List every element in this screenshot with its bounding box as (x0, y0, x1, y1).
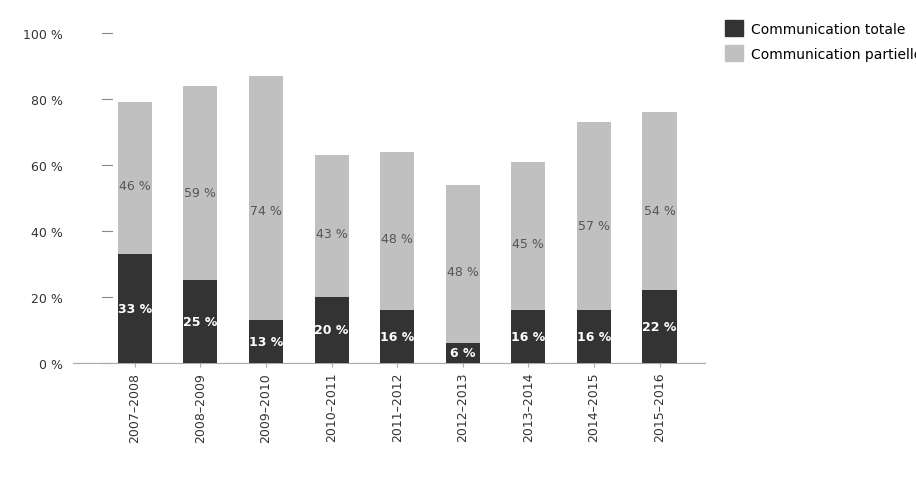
Text: 43 %: 43 % (316, 227, 347, 240)
Bar (314, 297, 349, 363)
Bar (380, 152, 414, 310)
Bar (183, 87, 217, 281)
Text: 33 %: 33 % (118, 302, 152, 315)
Text: 48 %: 48 % (381, 233, 413, 246)
Bar (118, 103, 152, 255)
Bar (511, 163, 545, 310)
Text: 45 %: 45 % (512, 237, 544, 250)
Bar (446, 343, 480, 363)
Text: 16 %: 16 % (380, 330, 414, 343)
Text: 13 %: 13 % (249, 335, 283, 348)
Bar (577, 123, 611, 310)
Bar (642, 291, 677, 363)
Bar (511, 310, 545, 363)
Bar (642, 113, 677, 291)
Text: 25 %: 25 % (183, 316, 218, 328)
Bar (183, 281, 217, 363)
Text: 22 %: 22 % (642, 320, 677, 333)
Text: 48 %: 48 % (447, 266, 479, 279)
Legend: Communication totale, Communication partielle: Communication totale, Communication part… (725, 21, 916, 61)
Text: 16 %: 16 % (511, 330, 546, 343)
Text: 16 %: 16 % (577, 330, 611, 343)
Bar (380, 310, 414, 363)
Text: 57 %: 57 % (578, 220, 610, 232)
Text: 54 %: 54 % (644, 204, 675, 217)
Text: 59 %: 59 % (184, 187, 216, 200)
Bar (118, 255, 152, 363)
Bar (446, 185, 480, 343)
Text: 20 %: 20 % (314, 324, 349, 336)
Bar (577, 310, 611, 363)
Text: 6 %: 6 % (450, 347, 475, 360)
Text: 46 %: 46 % (119, 180, 150, 193)
Bar (249, 320, 283, 363)
Text: 74 %: 74 % (250, 204, 282, 217)
Bar (314, 156, 349, 297)
Bar (249, 77, 283, 320)
